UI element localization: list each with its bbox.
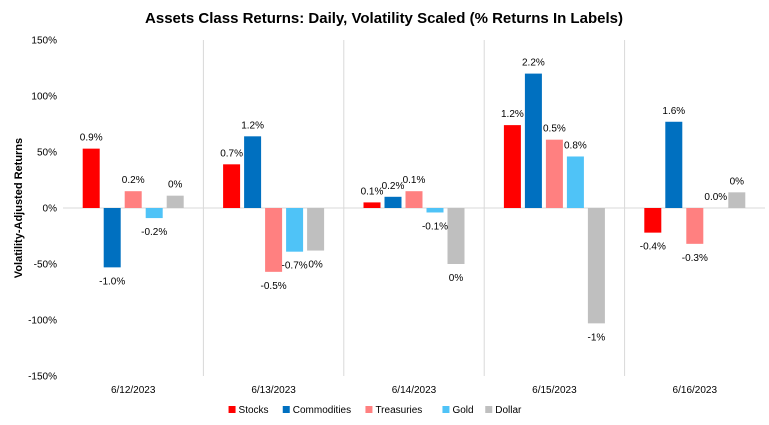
data-label: 0.1% (361, 186, 384, 197)
bar-commodities (103, 208, 121, 268)
bar-stocks (644, 208, 662, 233)
data-label: 1.2% (241, 120, 264, 131)
x-tick-label: 6/14/2023 (392, 385, 437, 396)
data-label: 0% (308, 260, 323, 271)
data-label: 0.2% (382, 181, 405, 192)
bar-gold (286, 208, 304, 252)
data-label: 0.2% (122, 175, 145, 186)
data-label: 0% (730, 176, 745, 187)
data-label: 1.6% (662, 106, 685, 117)
legend-label-gold: Gold (452, 405, 473, 416)
legend-swatch-stocks (228, 406, 236, 413)
bar-treasuries (686, 208, 704, 244)
y-axis-ticks: 150% 100% 50% 0% -50% -100% -150% (28, 36, 57, 383)
x-axis-categories: 6/12/2023 6/13/2023 6/14/2023 6/15/2023 6/16… (111, 385, 718, 396)
y-tick-label: -100% (28, 316, 57, 327)
bar-commodities (524, 73, 542, 208)
data-label: 0.0% (704, 192, 727, 203)
data-label: -1.0% (99, 276, 125, 287)
bar-commodities (244, 136, 262, 208)
bar-dollar (307, 208, 325, 251)
legend-label-stocks: Stocks (239, 405, 269, 416)
legend: Stocks Commodities Treasuries Gold Dollar (228, 405, 522, 416)
legend-swatch-gold (442, 406, 450, 413)
bar-treasuries (405, 191, 423, 208)
bar-dollar (166, 195, 184, 208)
legend-swatch-commodities (282, 406, 290, 413)
y-tick-label: 0% (43, 204, 58, 215)
x-tick-label: 6/15/2023 (532, 385, 577, 396)
y-tick-label: -50% (34, 260, 57, 271)
legend-swatch-treasuries (365, 406, 373, 413)
data-label: 1.2% (501, 109, 524, 120)
data-label: 0.1% (403, 175, 426, 186)
bar-stocks (503, 125, 521, 208)
x-tick-label: 6/13/2023 (251, 385, 296, 396)
legend-label-commodities: Commodities (293, 405, 351, 416)
chart-title: Assets Class Returns: Daily, Volatility … (145, 10, 623, 27)
y-tick-label: -150% (28, 372, 57, 383)
y-tick-label: 150% (31, 36, 57, 47)
bar-commodities (665, 121, 683, 208)
data-label: 0% (168, 180, 183, 191)
data-label: 0.9% (80, 133, 103, 144)
bar-dollar (587, 208, 605, 324)
data-label: 0.7% (220, 148, 243, 159)
data-labels: 0.9%-1.0%0.2%-0.2%0%0.7%1.2%-0.5%-0.7% 0%… (80, 58, 744, 344)
bar-dollar (447, 208, 465, 264)
bar-stocks (82, 148, 100, 208)
legend-swatch-dollar (485, 406, 493, 413)
bars (82, 73, 746, 324)
data-label: -0.3% (682, 253, 708, 264)
data-label: -0.1% (422, 221, 448, 232)
y-tick-label: 50% (37, 148, 57, 159)
bar-commodities (384, 196, 402, 208)
bar-stocks (363, 202, 381, 208)
bar-gold (145, 208, 163, 219)
data-label: 0% (449, 273, 464, 284)
data-label: -0.5% (261, 281, 287, 292)
data-label: -0.4% (640, 242, 666, 253)
data-label: 2.2% (522, 58, 545, 69)
bar-treasuries (545, 139, 563, 208)
bar-dollar (728, 192, 746, 208)
data-label: 0.8% (564, 140, 587, 151)
data-label: -0.2% (141, 227, 167, 238)
x-tick-label: 6/12/2023 (111, 385, 156, 396)
y-tick-label: 100% (31, 92, 57, 103)
bar-treasuries (124, 191, 142, 208)
x-tick-label: 6/16/2023 (673, 385, 718, 396)
legend-label-dollar: Dollar (495, 405, 522, 416)
bar-gold (426, 208, 444, 213)
bar-stocks (223, 164, 241, 208)
bar-gold (566, 156, 584, 208)
data-label: -0.7% (282, 261, 308, 272)
bar-treasuries (265, 208, 283, 272)
y-axis-label: Volatility-Adjusted Returns (13, 138, 25, 278)
legend-label-treasuries: Treasuries (375, 405, 422, 416)
data-label: 0.5% (543, 124, 566, 135)
data-label: -1% (588, 332, 606, 343)
